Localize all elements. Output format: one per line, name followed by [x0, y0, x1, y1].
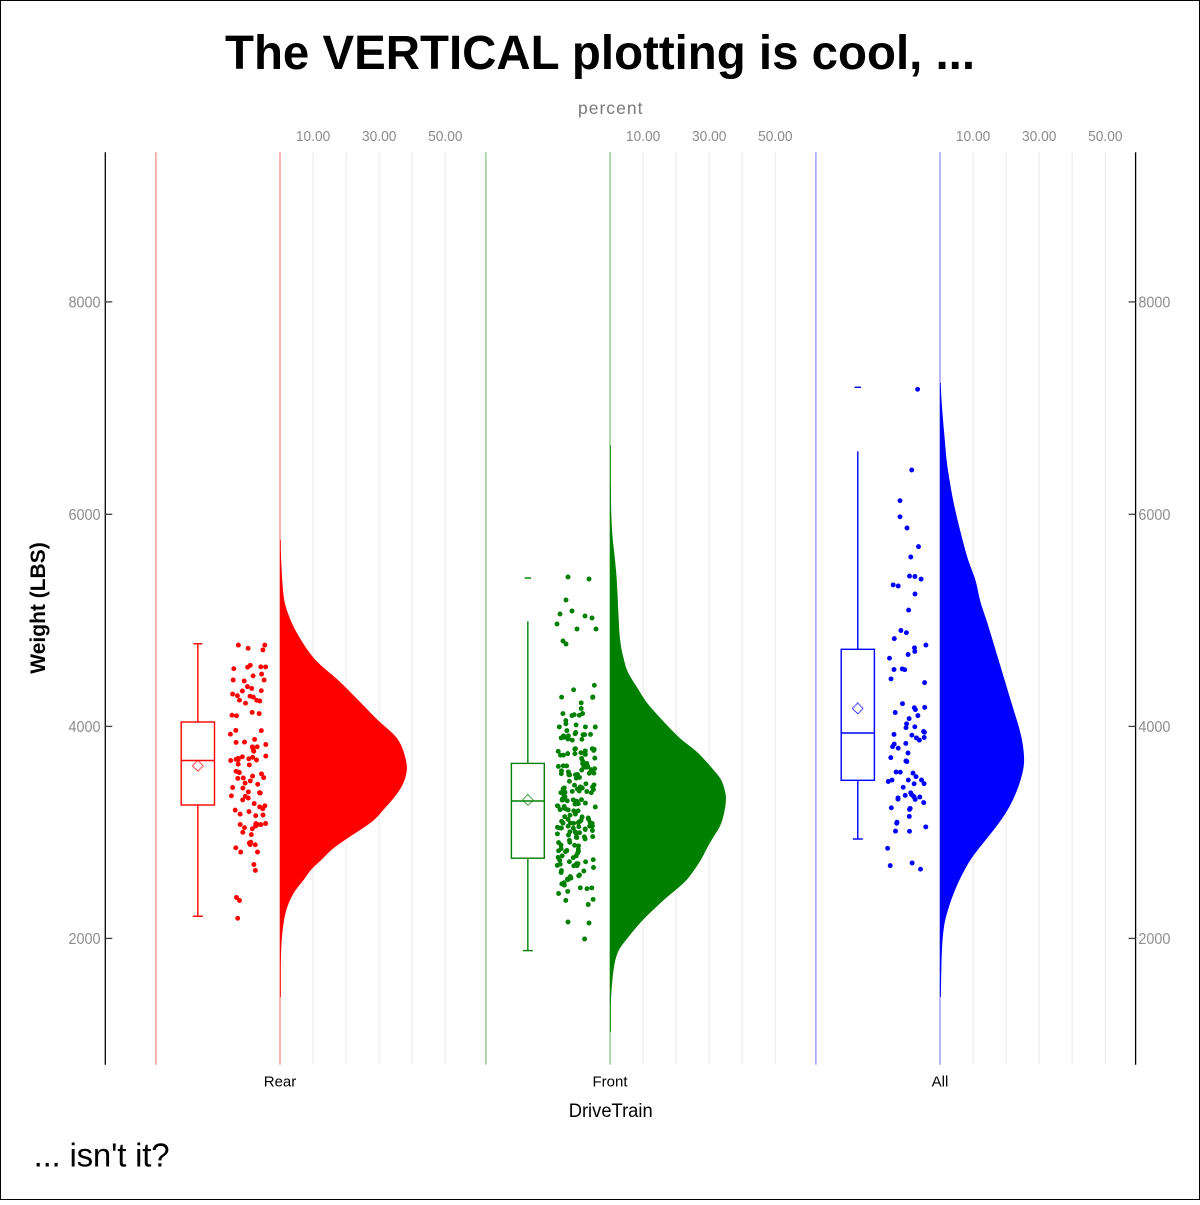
svg-text:The VERTICAL plotting is cool,: The VERTICAL plotting is cool, ...	[225, 27, 975, 80]
svg-text:30.00: 30.00	[692, 128, 726, 145]
svg-text:30.00: 30.00	[362, 128, 396, 145]
svg-text:50.00: 50.00	[758, 128, 792, 145]
svg-text:10.00: 10.00	[956, 128, 990, 145]
svg-text:Weight (LBS): Weight (LBS)	[27, 542, 50, 673]
svg-text:50.00: 50.00	[1088, 128, 1122, 145]
svg-text:Front: Front	[592, 1073, 628, 1090]
svg-text:30.00: 30.00	[1022, 128, 1056, 145]
svg-text:4000: 4000	[1138, 719, 1170, 736]
svg-text:2000: 2000	[69, 931, 101, 948]
svg-text:All: All	[932, 1073, 949, 1090]
svg-text:10.00: 10.00	[296, 128, 330, 145]
svg-text:DriveTrain: DriveTrain	[569, 1100, 653, 1122]
svg-text:4000: 4000	[69, 719, 101, 736]
svg-text:6000: 6000	[1138, 507, 1170, 524]
svg-text:Rear: Rear	[264, 1073, 297, 1090]
svg-text:... isn't it?: ... isn't it?	[34, 1137, 170, 1174]
svg-text:8000: 8000	[1138, 295, 1170, 312]
svg-text:2000: 2000	[1138, 931, 1170, 948]
svg-text:50.00: 50.00	[428, 128, 462, 145]
svg-text:6000: 6000	[69, 507, 101, 524]
svg-text:10.00: 10.00	[626, 128, 660, 145]
svg-text:8000: 8000	[69, 295, 101, 312]
svg-text:percent: percent	[578, 98, 643, 118]
